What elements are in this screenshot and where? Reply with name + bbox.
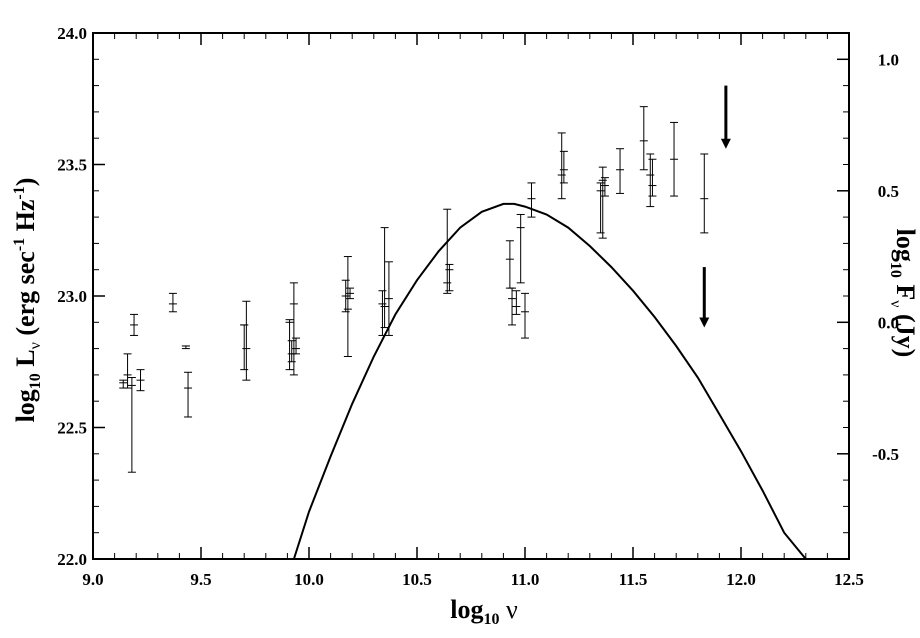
error-bar	[598, 166, 607, 239]
x-axis-title: log10 ν	[450, 595, 518, 628]
x-tick-label: 11.0	[511, 570, 540, 589]
error-bar	[557, 132, 566, 200]
y-left-tick-label: 24.0	[57, 24, 87, 43]
error-bar	[616, 148, 625, 194]
upper-limit-arrow	[699, 267, 710, 328]
error-bar	[384, 261, 393, 336]
y-right-tick-label: 1.0	[878, 50, 899, 69]
error-bar	[512, 290, 521, 315]
error-bar	[136, 369, 145, 392]
x-tick-label: 9.5	[190, 570, 211, 589]
y-right-tick-label: 0.5	[878, 182, 899, 201]
error-bar	[648, 158, 657, 197]
plot-frame-rect	[92, 32, 850, 560]
x-tick-label: 9.0	[82, 570, 103, 589]
x-tick-label: 10.0	[294, 570, 324, 589]
y-axis-right-title: log10 Fν (Jy)	[887, 229, 920, 358]
x-tick-label: 12.5	[834, 570, 864, 589]
error-bar	[292, 337, 301, 355]
error-bars	[119, 106, 709, 473]
error-bar	[240, 324, 249, 371]
y-left-tick-label: 22.5	[57, 419, 87, 438]
y-axis-left-title: log10 Lν (erg sec-1 Hz-1)	[11, 178, 44, 423]
arrow-head	[720, 138, 731, 149]
y-right-tick-label: 0.0	[878, 313, 899, 332]
error-bar	[700, 153, 709, 234]
y-left-tick-label: 23.5	[57, 156, 87, 175]
error-bar	[181, 345, 190, 350]
error-bar	[443, 208, 452, 294]
error-bar	[521, 292, 529, 339]
error-bar	[445, 263, 454, 292]
error-bar	[559, 150, 568, 184]
error-bar	[639, 106, 648, 171]
upper-limit-arrow	[720, 85, 731, 149]
axis-ticks	[92, 32, 850, 560]
error-bar	[508, 287, 517, 326]
error-bar	[670, 121, 679, 197]
error-bar	[242, 300, 251, 381]
y-left-tick-label: 22.0	[57, 550, 87, 569]
model-curve	[292, 202, 832, 560]
y-left-tick-label: 23.0	[57, 287, 87, 306]
x-tick-label: 12.0	[726, 570, 756, 589]
error-bar	[378, 290, 387, 336]
error-bar	[119, 379, 128, 389]
error-bar	[184, 371, 193, 418]
x-tick-label: 10.5	[402, 570, 432, 589]
arrow-head	[699, 317, 710, 328]
y-right-tick-label: -0.5	[872, 445, 899, 464]
error-bar	[341, 279, 350, 313]
error-bar	[600, 177, 609, 197]
error-bar	[596, 182, 605, 234]
error-bar	[289, 282, 298, 376]
error-bar	[130, 313, 139, 336]
axis-tick-labels: 9.0 9.5 10.0 10.5 11.0 11.5 12.0 12.5 22.0 22.5 23…	[57, 24, 899, 589]
error-bar	[127, 377, 136, 473]
x-tick-label: 11.5	[619, 570, 648, 589]
error-bar	[346, 287, 355, 300]
error-bar	[505, 240, 514, 289]
error-bar	[516, 213, 525, 284]
plot-frame	[92, 32, 850, 560]
error-bar	[380, 227, 389, 329]
error-bar	[287, 340, 296, 363]
error-bar	[168, 292, 177, 313]
error-bar	[646, 153, 655, 208]
error-bar	[123, 353, 132, 389]
upper-limit-arrows	[699, 85, 731, 328]
error-bar	[527, 182, 536, 218]
error-bar	[343, 256, 352, 357]
